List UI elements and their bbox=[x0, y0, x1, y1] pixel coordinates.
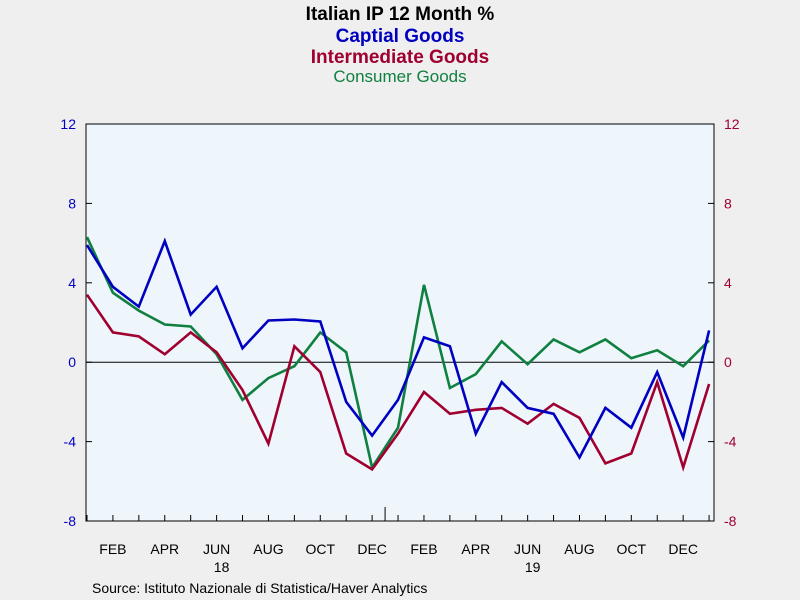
y-tick-label-left: 8 bbox=[68, 195, 76, 211]
year-label: 18 bbox=[214, 559, 230, 575]
x-tick-label: JUN bbox=[203, 541, 230, 557]
x-tick-label: JUN bbox=[514, 541, 541, 557]
y-tick-label-left: 4 bbox=[68, 275, 76, 291]
y-tick-label-right: -8 bbox=[724, 513, 737, 529]
series-line-captial-goods bbox=[85, 237, 711, 461]
series-title-consumer-goods: Consumer Goods bbox=[333, 67, 466, 86]
y-tick-label-left: -8 bbox=[64, 513, 77, 529]
x-tick-label: AUG bbox=[564, 541, 594, 557]
x-tick-label: FEB bbox=[99, 541, 126, 557]
chart-title: Italian IP 12 Month % bbox=[306, 4, 495, 25]
y-tick-label-right: 8 bbox=[724, 195, 732, 211]
series-line-intermediate-goods bbox=[85, 293, 711, 472]
x-tick-label: DEC bbox=[668, 541, 698, 557]
series-title-capital-goods: Captial Goods bbox=[336, 26, 465, 47]
y-tick-label-right: -4 bbox=[724, 434, 737, 450]
source-note: Source: Istituto Nazionale di Statistica… bbox=[92, 580, 427, 596]
year-label: 19 bbox=[525, 559, 541, 575]
x-tick-label: OCT bbox=[617, 541, 647, 557]
y-tick-label-right: 12 bbox=[724, 116, 740, 132]
series-title-intermediate-goods: Intermediate Goods bbox=[311, 47, 489, 68]
y-tick-label-left: 0 bbox=[68, 354, 76, 370]
plot-area bbox=[85, 123, 715, 522]
x-tick-label: OCT bbox=[305, 541, 335, 557]
y-tick-label-left: -4 bbox=[64, 434, 77, 450]
x-tick-label: FEB bbox=[410, 541, 437, 557]
series-line-consumer-goods bbox=[85, 236, 711, 471]
x-tick-label: APR bbox=[461, 541, 490, 557]
y-tick-label-left: 12 bbox=[60, 116, 76, 132]
x-tick-label: AUG bbox=[253, 541, 283, 557]
y-tick-label-right: 0 bbox=[724, 354, 732, 370]
x-tick-label: DEC bbox=[357, 541, 387, 557]
x-tick-label: APR bbox=[150, 541, 179, 557]
y-tick-label-right: 4 bbox=[724, 275, 732, 291]
